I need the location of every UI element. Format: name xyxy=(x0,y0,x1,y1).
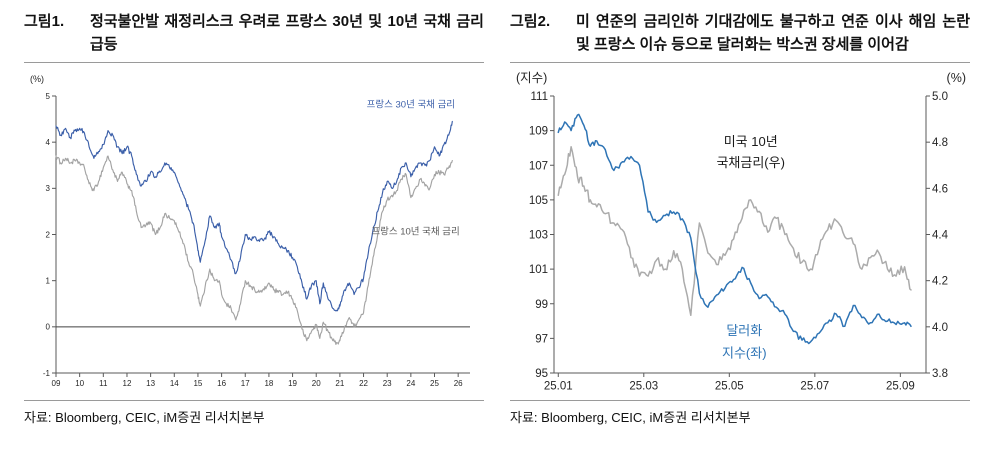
figure-1-bottom-rule xyxy=(24,399,484,401)
y-right-tick-label: 4.4 xyxy=(932,229,949,241)
figure-2-top-rule xyxy=(510,61,970,63)
y-left-tick-label: 1 xyxy=(46,276,51,285)
figure-2: 그림2. 미 연준의 금리인하 기대감에도 불구하고 연준 이사 해임 논란 및… xyxy=(510,10,970,426)
figure-1-top-rule xyxy=(24,61,484,63)
x-tick-label: 25.01 xyxy=(544,380,573,392)
y-right-tick-label: 5.0 xyxy=(932,91,948,103)
figure-1-title: 정국불안발 재정리스크 우려로 프랑스 30년 및 10년 국채 금리 급등 xyxy=(90,13,484,54)
y-right-tick-label: 4.6 xyxy=(932,183,948,195)
x-tick-label: 26 xyxy=(454,379,463,388)
series-annotation-label: 지수(좌) xyxy=(722,345,767,360)
figure-2-chart-area: 111 109 107 105 103 101 99 97 95 5.0 4.8 4.6 4.4 4.2 4… xyxy=(510,63,970,400)
y-left-tick-label: 107 xyxy=(529,160,548,172)
y-left-tick-label: 97 xyxy=(535,333,548,345)
figure-2-title: 미 연준의 금리인하 기대감에도 불구하고 연준 이사 해임 논란 및 프랑스 … xyxy=(576,13,970,54)
series-line-2 xyxy=(557,113,912,344)
x-tick-label: 18 xyxy=(264,379,273,388)
x-tick-label: 17 xyxy=(241,379,250,388)
figure-1-number: 그림1. xyxy=(24,13,65,30)
y-axis-unit-left-label: (%) xyxy=(30,74,44,84)
y-right-tick-label: 4.0 xyxy=(932,321,948,333)
x-tick-label: 22 xyxy=(359,379,368,388)
figure-1-header: 그림1. 정국불안발 재정리스크 우려로 프랑스 30년 및 10년 국채 금리… xyxy=(24,10,484,62)
y-left-tick-label: 103 xyxy=(529,229,548,241)
series-annotation-label: 달러화 xyxy=(726,322,762,337)
y-left-tick-label: 101 xyxy=(529,264,548,276)
series-line-1 xyxy=(557,145,912,316)
x-tick-label: 25.09 xyxy=(886,380,915,392)
figure-1-source: 자료: Bloomberg, CEIC, iM증권 리서치본부 xyxy=(24,409,265,425)
x-tick-label: 15 xyxy=(193,379,202,388)
y-left-tick-label: 2 xyxy=(46,230,51,239)
series-annotation-label: 프랑스 30년 국채 금리 xyxy=(367,98,455,110)
y-axis-unit-left-label: (지수) xyxy=(516,71,547,85)
x-tick-label: 25.05 xyxy=(715,380,744,392)
y-left-tick-label: 0 xyxy=(46,322,51,331)
y-right-tick-label: 4.2 xyxy=(932,275,948,287)
x-tick-label: 09 xyxy=(52,379,61,388)
y-right-tick-label: 4.8 xyxy=(932,137,948,149)
y-left-tick-label: 95 xyxy=(535,368,548,380)
y-left-tick-label: 3 xyxy=(46,184,51,193)
y-left-tick-label: -1 xyxy=(43,368,51,377)
y-left-tick-label: 109 xyxy=(529,125,548,137)
y-right-tick-label: 3.8 xyxy=(932,368,948,380)
series-annotation-label: 미국 10년 xyxy=(724,134,778,149)
series-annotation-label: 프랑스 10년 국채 금리 xyxy=(371,225,459,237)
x-tick-label: 11 xyxy=(99,379,108,388)
x-tick-label: 20 xyxy=(312,379,321,388)
report-figures-row: 그림1. 정국불안발 재정리스크 우려로 프랑스 30년 및 10년 국채 금리… xyxy=(24,10,970,426)
y-left-tick-label: 5 xyxy=(46,91,51,100)
series-annotation-label: 국채금리(우) xyxy=(716,154,784,169)
x-tick-label: 25.07 xyxy=(800,380,829,392)
figure-2-header: 그림2. 미 연준의 금리인하 기대감에도 불구하고 연준 이사 해임 논란 및… xyxy=(510,10,970,62)
series-line-2 xyxy=(55,120,453,311)
x-tick-label: 19 xyxy=(288,379,297,388)
y-left-tick-label: 99 xyxy=(535,298,548,310)
figure-2-source: 자료: Bloomberg, CEIC, iM증권 리서치본부 xyxy=(510,409,751,425)
figure-2-number: 그림2. xyxy=(510,13,551,30)
x-tick-label: 14 xyxy=(170,379,179,388)
x-tick-label: 25 xyxy=(430,379,439,388)
series-line-1 xyxy=(55,154,453,345)
figure-1-chart-area: 5 4 3 2 1 0 -1 09 10 11 12 13 14 15 16 17 18 19 20 21 22 23 24… xyxy=(24,63,484,400)
y-left-tick-label: 111 xyxy=(531,91,548,103)
y-axis-unit-right-label: (%) xyxy=(947,71,966,85)
x-tick-label: 16 xyxy=(217,379,226,388)
figure-1: 그림1. 정국불안발 재정리스크 우려로 프랑스 30년 및 10년 국채 금리… xyxy=(24,10,484,426)
x-tick-label: 24 xyxy=(406,379,415,388)
x-tick-label: 25.03 xyxy=(629,380,658,392)
x-tick-label: 10 xyxy=(75,379,84,388)
x-tick-label: 12 xyxy=(123,379,132,388)
x-tick-label: 21 xyxy=(335,379,344,388)
x-tick-label: 23 xyxy=(383,379,392,388)
y-left-tick-label: 105 xyxy=(529,194,548,206)
y-left-tick-label: 4 xyxy=(46,137,51,146)
dollar-index-us10y-line-chart: 111 109 107 105 103 101 99 97 95 5.0 4.8 4.6 4.4 4.2 4… xyxy=(516,71,966,392)
figure-2-bottom-rule xyxy=(510,399,970,401)
x-tick-label: 13 xyxy=(146,379,155,388)
